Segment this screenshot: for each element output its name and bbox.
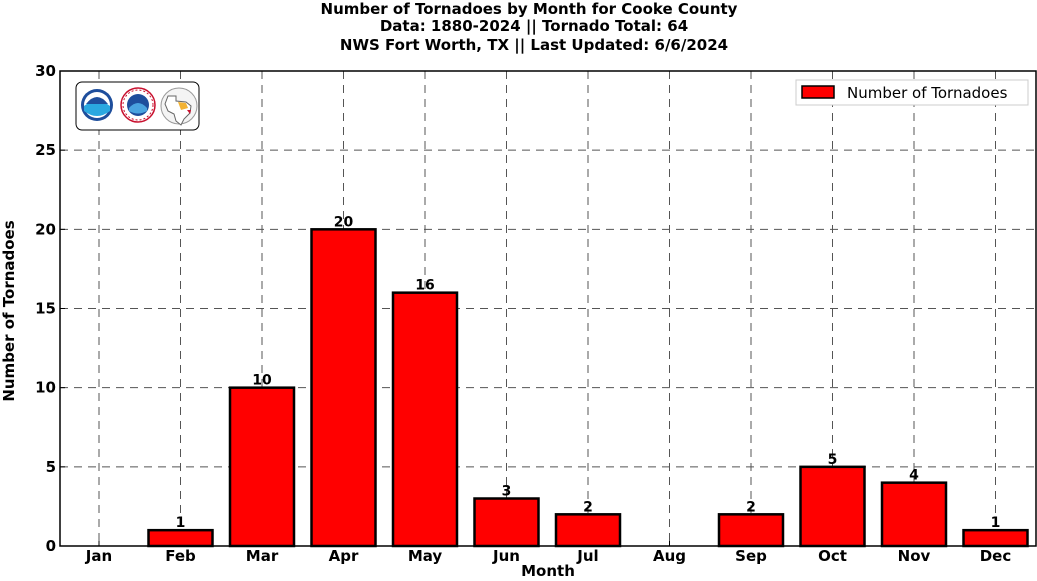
texas-map-logo-icon — [160, 87, 198, 126]
bar-value-label: 1 — [991, 515, 1001, 531]
bar-value-label: 2 — [583, 499, 593, 515]
bar-labels: 1 10 20 16 3 2 2 5 4 1 — [176, 214, 1001, 531]
bar-value-label: 2 — [746, 499, 756, 515]
logo-box — [75, 81, 200, 131]
bar-sep — [717, 513, 785, 548]
bar-value-label: 16 — [415, 278, 434, 294]
title-line-1: Number of Tornadoes by Month for Cooke C… — [321, 0, 738, 18]
bar-value-label: 3 — [502, 484, 512, 500]
x-tick-label: Mar — [246, 547, 279, 565]
x-tick-label: Jan — [85, 547, 112, 565]
x-tick-label: Jun — [492, 547, 520, 565]
y-axis-label: Number of Tornadoes — [0, 220, 18, 401]
y-tick-label: 10 — [35, 379, 56, 397]
bar-value-label: 4 — [909, 468, 919, 484]
legend: Number of Tornadoes — [795, 79, 1029, 106]
bar-value-label: 1 — [176, 515, 186, 531]
x-axis-label: Month — [521, 562, 575, 580]
bar-nov — [880, 481, 948, 548]
y-tick-label: 5 — [46, 458, 56, 476]
y-tick-label: 20 — [35, 220, 56, 238]
chart-title: Number of Tornadoes by Month for Cooke C… — [321, 0, 738, 55]
x-tick-label: Oct — [818, 547, 847, 565]
x-tick-label: Apr — [329, 547, 359, 565]
y-tick-label: 0 — [46, 537, 56, 555]
bar-oct — [799, 465, 866, 548]
bar-jul — [554, 513, 622, 548]
x-tick-label: Sep — [735, 547, 767, 565]
bar-mar — [228, 386, 296, 548]
legend-swatch — [801, 85, 835, 99]
x-tick-labels: Jan Feb Mar Apr May Jun Jul Aug Sep Oct Nov Dec — [85, 547, 1011, 565]
x-tick-label: Dec — [980, 547, 1012, 565]
bar-value-label: 10 — [252, 373, 272, 389]
plot-border — [59, 70, 1037, 547]
y-tick-labels: 0 5 10 15 20 25 30 — [35, 62, 56, 555]
bar-apr — [310, 228, 377, 548]
x-tick-label: Nov — [898, 547, 931, 565]
x-tick-label: Jul — [576, 547, 598, 565]
bar-may — [391, 291, 459, 548]
bar-dec — [962, 528, 1029, 548]
title-line-2: Data: 1880-2024 || Tornado Total: 64 — [380, 17, 688, 36]
x-tick-label: Feb — [165, 547, 196, 565]
noaa-logo-icon — [81, 89, 113, 121]
x-tick-label: Aug — [653, 547, 686, 565]
y-tick-label: 25 — [35, 141, 56, 159]
bar-feb — [147, 528, 214, 548]
title-line-3: NWS Fort Worth, TX || Last Updated: 6/6/… — [340, 36, 728, 55]
y-tick-label: 30 — [35, 62, 56, 80]
national-weather-service-logo-icon — [120, 87, 156, 123]
bars — [147, 228, 1029, 548]
x-tick-label: May — [408, 547, 443, 565]
legend-label: Number of Tornadoes — [847, 84, 1008, 102]
bar-value-label: 5 — [828, 452, 838, 468]
bar-jun — [473, 497, 540, 548]
bar-value-label: 20 — [334, 214, 354, 230]
y-tick-label: 15 — [35, 300, 56, 318]
